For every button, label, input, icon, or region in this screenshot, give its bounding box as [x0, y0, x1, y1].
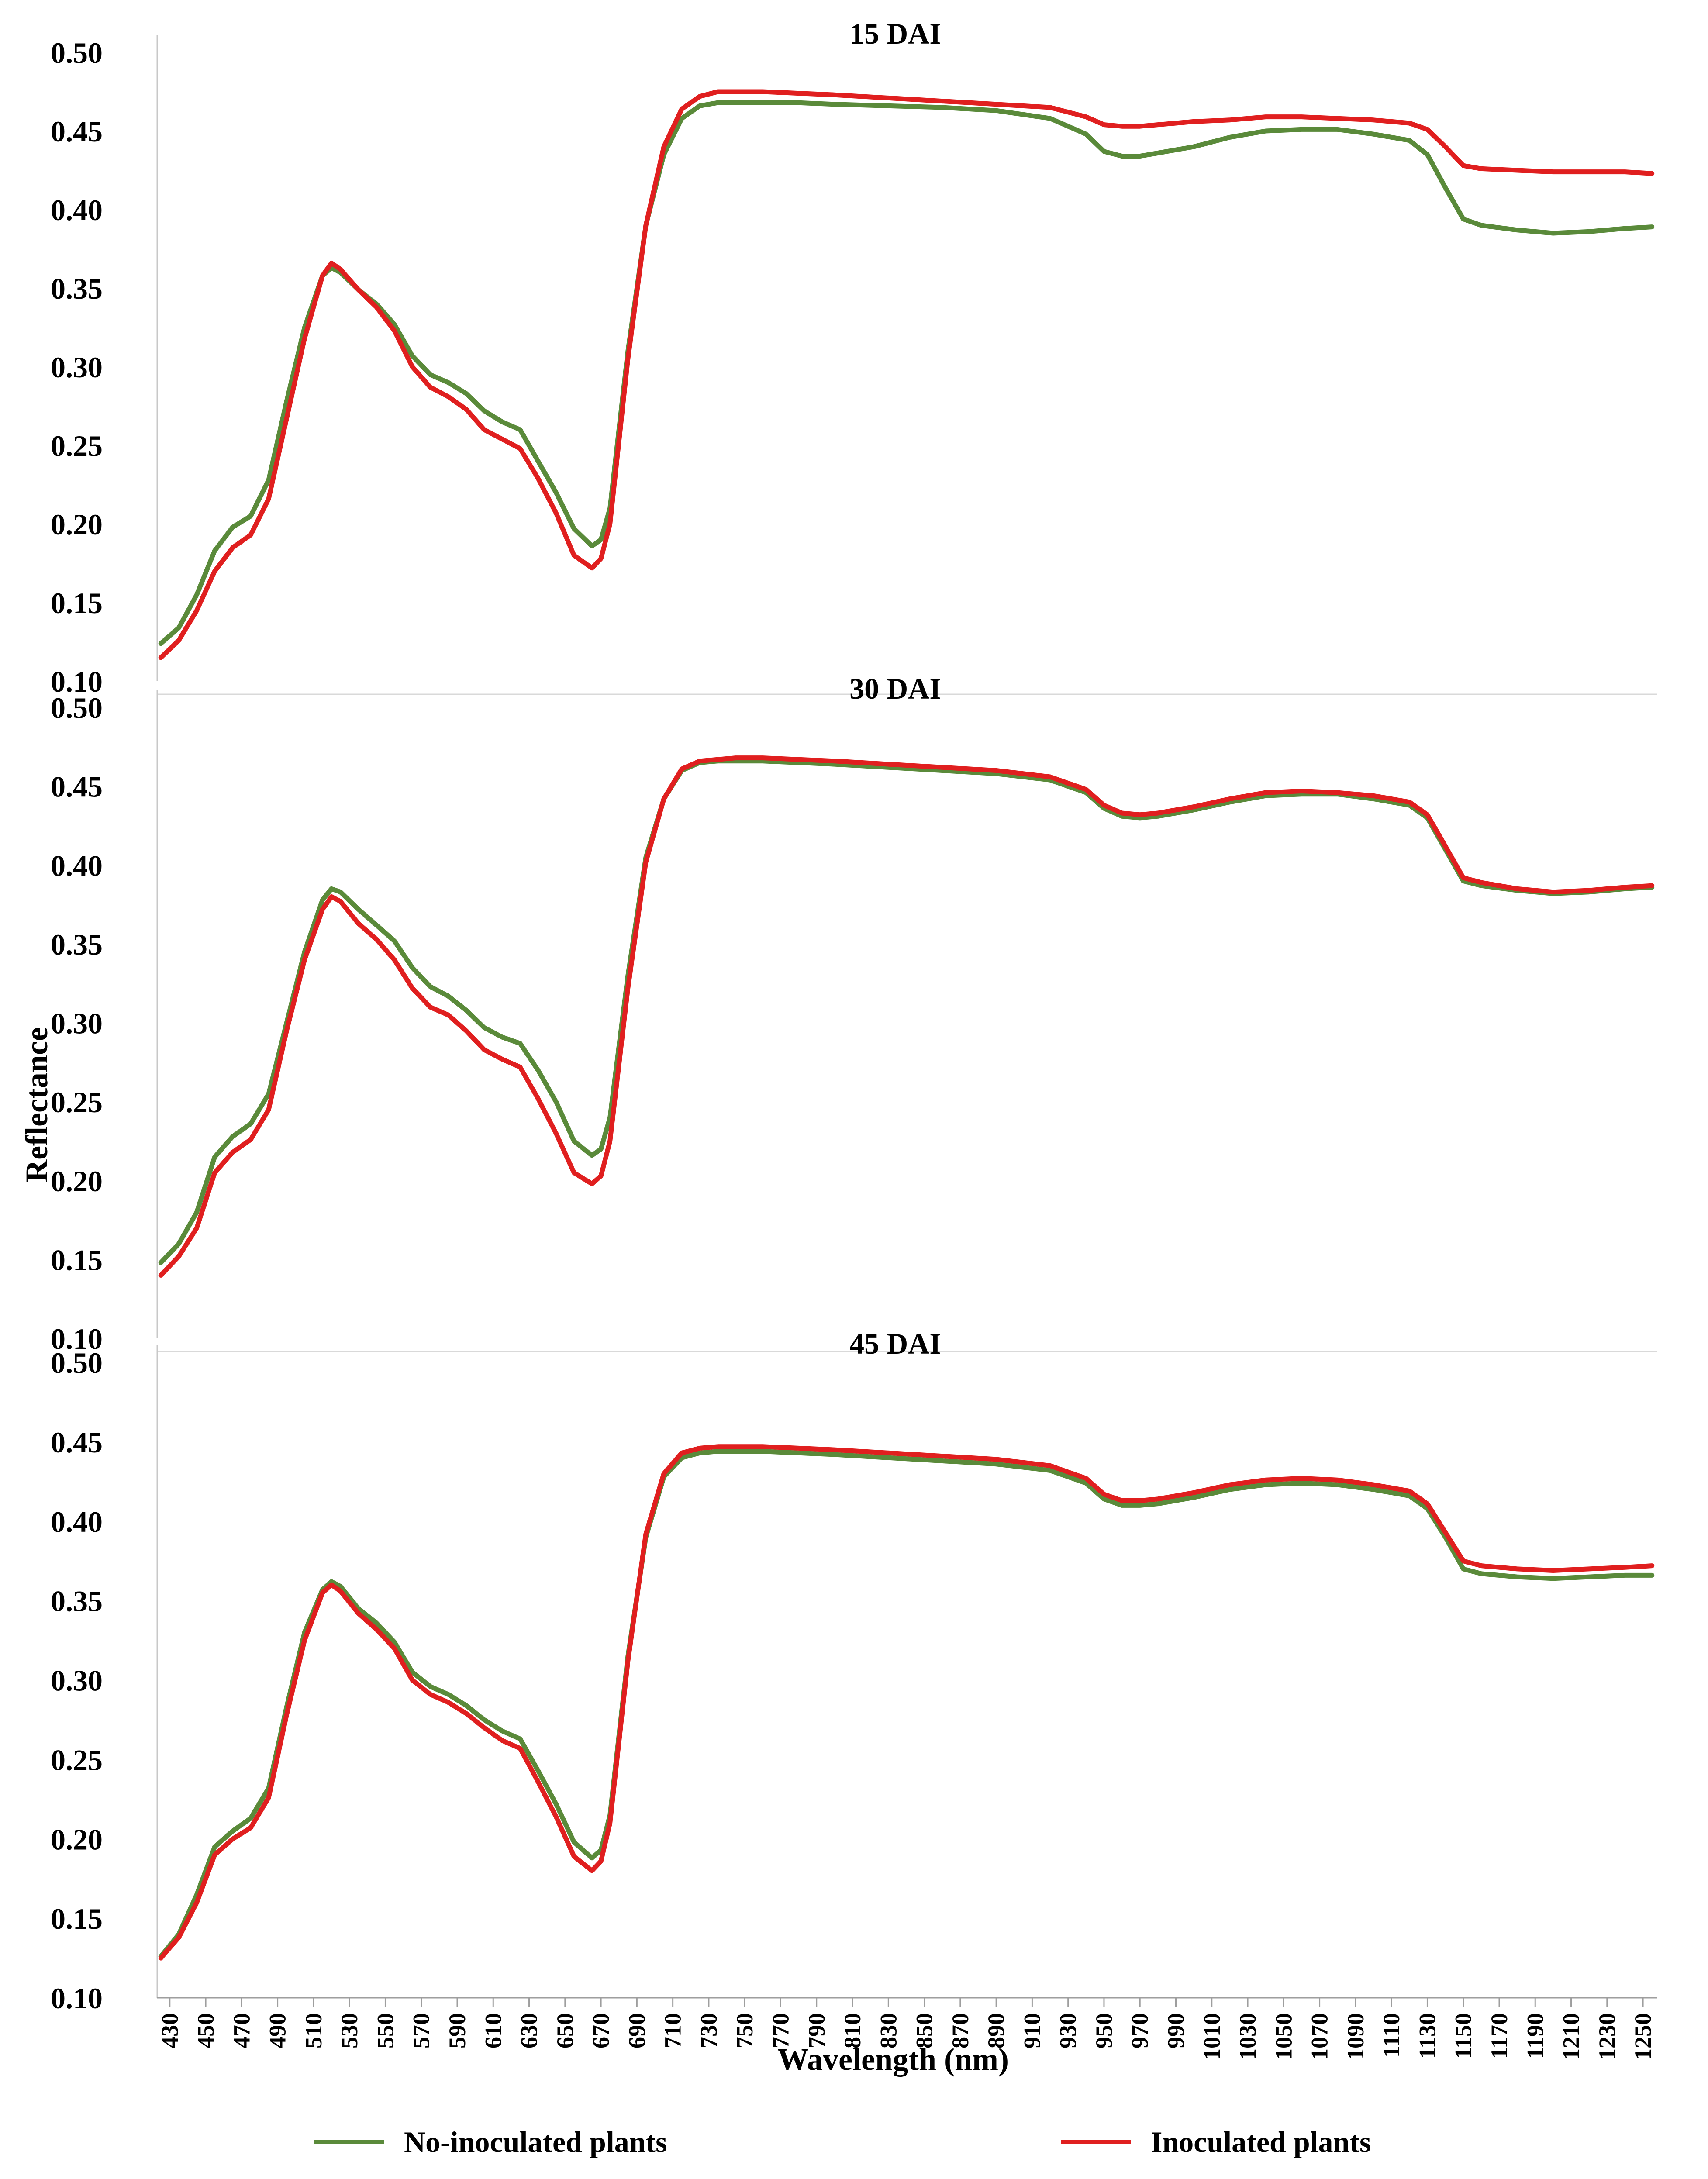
x-tick-label: 1030 [1235, 2013, 1261, 2060]
x-tick-label: 650 [552, 2013, 578, 2048]
panel-3: 0.50 0.45 0.40 0.35 0.30 0.25 0.20 0.15 0.10 45 D… [51, 1327, 1655, 2015]
x-axis-title: Wavelength (nm) [777, 2042, 1009, 2077]
y-tick-label: 0.30 [51, 1664, 103, 1697]
y-tick-label: 0.20 [51, 508, 103, 541]
series-line-no-inoculated [158, 100, 1655, 646]
x-tick-label: 490 [265, 2013, 291, 2048]
y-tick-label: 0.40 [51, 1505, 103, 1538]
x-tick-label: 1230 [1594, 2013, 1620, 2060]
x-tick-label: 570 [408, 2013, 435, 2048]
x-tick-label: 750 [732, 2013, 758, 2048]
y-tick-label: 0.20 [51, 1165, 103, 1198]
x-tick-label: 590 [444, 2013, 470, 2048]
y-tick-label: 0.30 [51, 1007, 103, 1040]
y-tick-label: 0.35 [51, 928, 103, 961]
x-tick-label: 910 [1019, 2013, 1045, 2048]
x-tick-label: 1010 [1199, 2013, 1225, 2060]
x-tick-label: 830 [875, 2013, 901, 2048]
series-line-inoculated [158, 755, 1655, 1278]
x-tick-label: 930 [1055, 2013, 1081, 2048]
x-tick-label: 450 [193, 2013, 219, 2048]
y-tick-label: 0.25 [51, 429, 103, 462]
x-tick-label: 510 [300, 2013, 327, 2048]
y-tick-label: 0.25 [51, 1086, 103, 1119]
panel-2: 0.50 0.45 0.40 0.35 0.30 0.25 0.20 0.15 0.10 30 D… [51, 672, 1657, 1355]
x-tick-label: 1150 [1450, 2013, 1477, 2059]
x-tick-label: 850 [911, 2013, 938, 2048]
x-tick-label: 530 [336, 2013, 362, 2048]
series-line-no-inoculated [158, 759, 1655, 1265]
x-tick-label: 1250 [1630, 2013, 1656, 2060]
series-line-inoculated [158, 1444, 1655, 1961]
y-tick-label: 0.15 [51, 1902, 103, 1935]
x-tick-label: 610 [480, 2013, 506, 2048]
x-tick-label: 1130 [1414, 2013, 1440, 2059]
x-tick-label: 470 [228, 2013, 255, 2048]
y-tick-label: 0.40 [51, 193, 103, 227]
y-tick-label: 0.20 [51, 1823, 103, 1856]
y-tick-label: 0.50 [51, 691, 103, 724]
y-tick-label: 0.10 [51, 665, 103, 698]
y-tick-label: 0.25 [51, 1743, 103, 1776]
y-tick-label: 0.10 [51, 1322, 103, 1355]
x-tick-label: 970 [1127, 2013, 1153, 2048]
x-tick-label: 430 [157, 2013, 183, 2048]
x-tick-label: 1190 [1522, 2013, 1548, 2059]
x-tick-label: 630 [516, 2013, 542, 2048]
panel-1: 0.50 0.45 0.40 0.35 0.30 0.25 0.20 0.15 0.10 15 D… [51, 17, 1657, 698]
x-tick-label: 1070 [1307, 2013, 1333, 2060]
x-tick-label: 1170 [1486, 2013, 1512, 2059]
y-tick-label: 0.45 [51, 770, 103, 803]
x-tick-label: 950 [1091, 2013, 1117, 2048]
x-tick-label: 1090 [1342, 2013, 1369, 2060]
panel-title: 30 DAI [849, 672, 941, 705]
y-tick-label: 0.30 [51, 351, 103, 384]
x-tick-label: 890 [983, 2013, 1009, 2048]
x-tick-label: 770 [768, 2013, 794, 2048]
y-tick-label: 0.35 [51, 1585, 103, 1618]
series-line-no-inoculated [158, 1449, 1655, 1959]
x-tick-label: 790 [804, 2013, 830, 2048]
x-tick-label: 870 [947, 2013, 973, 2048]
y-tick-label: 0.50 [51, 36, 103, 69]
chart-panels: 0.50 0.45 0.40 0.35 0.30 0.25 0.20 0.15 0.10 15 D… [51, 17, 1657, 2015]
y-axis-title: Reflectance [19, 1027, 54, 1183]
panel-title: 45 DAI [849, 1327, 941, 1360]
x-tick-label: 690 [624, 2013, 650, 2048]
y-tick-label: 0.45 [51, 115, 103, 148]
series-line-inoculated [158, 89, 1655, 660]
y-tick-label: 0.45 [51, 1426, 103, 1459]
panel-title: 15 DAI [849, 17, 941, 50]
x-tick-label: 1050 [1270, 2013, 1297, 2060]
x-tick-label: 550 [372, 2013, 398, 2048]
legend: No-inoculated plants Inoculated plants [314, 2125, 1371, 2158]
x-tick-label: 1110 [1378, 2013, 1404, 2058]
x-tick-label: 710 [660, 2013, 686, 2048]
x-tick-label: 810 [839, 2013, 866, 2048]
x-tick-label: 730 [696, 2013, 722, 2048]
y-tick-label: 0.35 [51, 272, 103, 305]
x-tick-label: 670 [588, 2013, 614, 2048]
y-tick-label: 0.40 [51, 849, 103, 882]
y-tick-label: 0.10 [51, 1982, 103, 2015]
legend-label-inoculated: Inoculated plants [1151, 2125, 1371, 2158]
x-axis: 430 450 470 490 510 530 550 570 590 610 630 650 670 6… [157, 1997, 1657, 2060]
y-tick-label: 0.50 [51, 1346, 103, 1379]
x-tick-label: 1210 [1558, 2013, 1584, 2060]
y-tick-label: 0.15 [51, 1243, 103, 1276]
legend-label-no-inoculated: No-inoculated plants [404, 2125, 667, 2158]
x-tick-label: 990 [1163, 2013, 1189, 2048]
y-tick-label: 0.15 [51, 586, 103, 620]
